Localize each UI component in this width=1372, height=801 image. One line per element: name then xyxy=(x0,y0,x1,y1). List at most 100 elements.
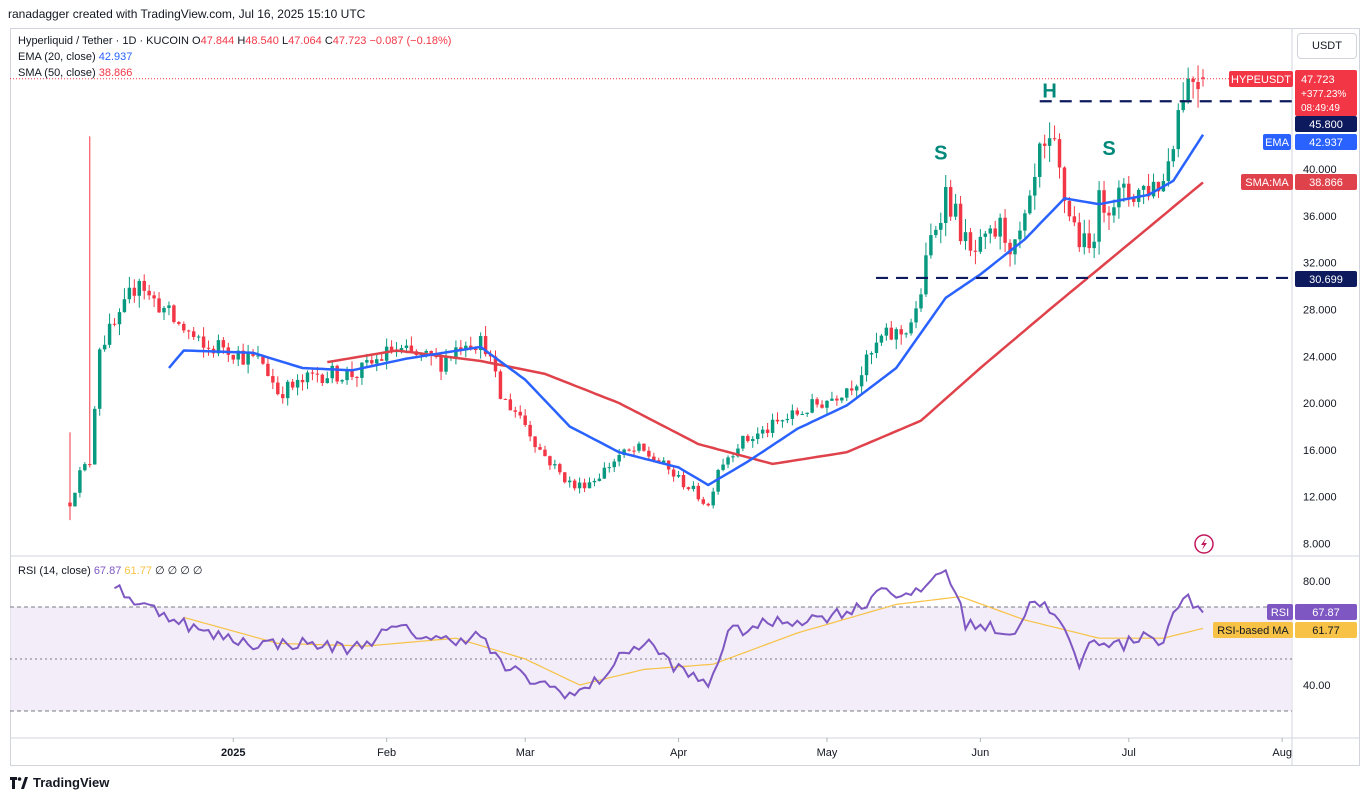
resistance-label: 45.800 xyxy=(1309,119,1343,131)
chart-frame xyxy=(10,28,1360,766)
candle-body xyxy=(1023,213,1027,231)
candle-body xyxy=(538,447,542,450)
ohlc-change: −0.087 (−0.18%) xyxy=(369,35,452,47)
candle-body xyxy=(1181,100,1185,111)
candle-body xyxy=(83,464,87,471)
candle-body xyxy=(607,467,612,469)
candle-body xyxy=(191,331,196,338)
candle-body xyxy=(1037,143,1042,177)
candle-body xyxy=(894,329,898,340)
candle-body xyxy=(266,363,270,377)
candle-body xyxy=(1018,230,1022,240)
candle-body xyxy=(874,342,879,354)
candle-body xyxy=(384,346,389,361)
ohlc-open-label: O xyxy=(192,35,201,47)
legend-sma-row[interactable]: SMA (50, close) 38.866 xyxy=(18,67,132,79)
candle-body xyxy=(711,491,715,506)
candle-body xyxy=(117,312,122,325)
candle-body xyxy=(681,474,686,488)
ema-axis-value-bg xyxy=(1295,134,1357,150)
candle-body xyxy=(978,236,983,252)
sma-axis-value: 38.866 xyxy=(1309,177,1343,189)
candle-body xyxy=(602,467,607,479)
candle-body xyxy=(1062,167,1067,201)
sma-legend-value: 38.866 xyxy=(98,67,133,79)
candle-body xyxy=(632,450,636,452)
candle-body xyxy=(1082,233,1086,248)
candle-body xyxy=(365,360,369,363)
ohlc-low-label: L xyxy=(281,35,289,47)
candle-body xyxy=(1067,200,1072,217)
ohlc-low: 47.064 xyxy=(288,35,322,47)
alert-icon xyxy=(1194,534,1214,554)
candle-body xyxy=(261,355,265,364)
candle-body xyxy=(543,449,547,457)
time-axis-label: Aug xyxy=(1272,747,1292,759)
currency-button[interactable]: USDT xyxy=(1297,33,1357,59)
candle-body xyxy=(854,386,859,391)
rsi-ma-axis-tag: RSI-based MA xyxy=(1217,625,1289,637)
price-tick-label: 24.000 xyxy=(1303,351,1337,363)
candle-body xyxy=(889,327,894,340)
candle-body xyxy=(993,228,997,237)
candle-body xyxy=(1097,190,1101,242)
ema-axis-value: 42.937 xyxy=(1309,137,1343,149)
candle-body xyxy=(1042,143,1047,146)
price-tick-label: 20.000 xyxy=(1303,398,1337,410)
candle-body xyxy=(686,487,691,490)
left-shoulder-label: S xyxy=(934,143,947,165)
sma-axis-tag: SMA:MA xyxy=(1245,177,1289,189)
candle-body xyxy=(755,433,760,440)
support-label: 30.699 xyxy=(1309,274,1343,286)
time-axis-label: Apr xyxy=(670,747,687,759)
candle-body xyxy=(909,322,913,334)
candle-body xyxy=(746,435,750,442)
pct-change-label: +377.23% xyxy=(1301,89,1346,100)
candle-body xyxy=(73,492,77,507)
ohlc-close: 47.723 xyxy=(332,35,367,47)
candle-body xyxy=(68,502,72,507)
candle-body xyxy=(335,365,339,382)
candle-body xyxy=(360,362,364,378)
time-axis-label: Jun xyxy=(971,747,989,759)
candle-body xyxy=(820,404,824,408)
candle-body xyxy=(597,478,602,481)
sma50-line xyxy=(327,181,1204,466)
candle-body xyxy=(399,347,404,351)
price-tick-label: 12.000 xyxy=(1303,492,1337,504)
candle-body xyxy=(523,415,527,425)
candle-body xyxy=(859,375,864,387)
candle-body xyxy=(830,398,834,401)
candle-body xyxy=(137,280,141,296)
candle-body xyxy=(196,336,201,338)
candle-body xyxy=(815,399,819,405)
candle-body xyxy=(1176,110,1180,150)
candle-body xyxy=(206,347,211,349)
candle-body xyxy=(943,186,948,223)
candle-body xyxy=(587,482,592,489)
candle-body xyxy=(1102,190,1106,213)
candle-body xyxy=(810,399,814,413)
candle-body xyxy=(1052,138,1057,140)
candle-body xyxy=(879,335,884,343)
legend-ema-row[interactable]: EMA (20, close) 42.937 xyxy=(18,51,132,63)
candle-body xyxy=(1186,78,1190,101)
candle-body xyxy=(241,350,245,365)
sma-axis-value-bg xyxy=(1295,174,1357,190)
candle-body xyxy=(345,369,349,381)
candle-body xyxy=(721,464,725,470)
legend-rsi-row[interactable]: RSI (14, close) 67.87 61.77 ∅ ∅ ∅ ∅ xyxy=(18,564,203,577)
candle-body xyxy=(914,308,918,323)
candle-body xyxy=(300,379,305,383)
candle-body xyxy=(770,419,775,433)
tradingview-logo[interactable]: TradingView xyxy=(10,775,109,790)
candle-body xyxy=(1028,195,1032,214)
candle-body xyxy=(340,380,344,382)
tradingview-logo-icon xyxy=(10,776,28,789)
candle-body xyxy=(201,336,206,348)
candle-body xyxy=(454,347,458,358)
ema-axis-tag-bg xyxy=(1263,134,1291,150)
candle-body xyxy=(929,235,933,256)
candle-body xyxy=(281,394,285,399)
